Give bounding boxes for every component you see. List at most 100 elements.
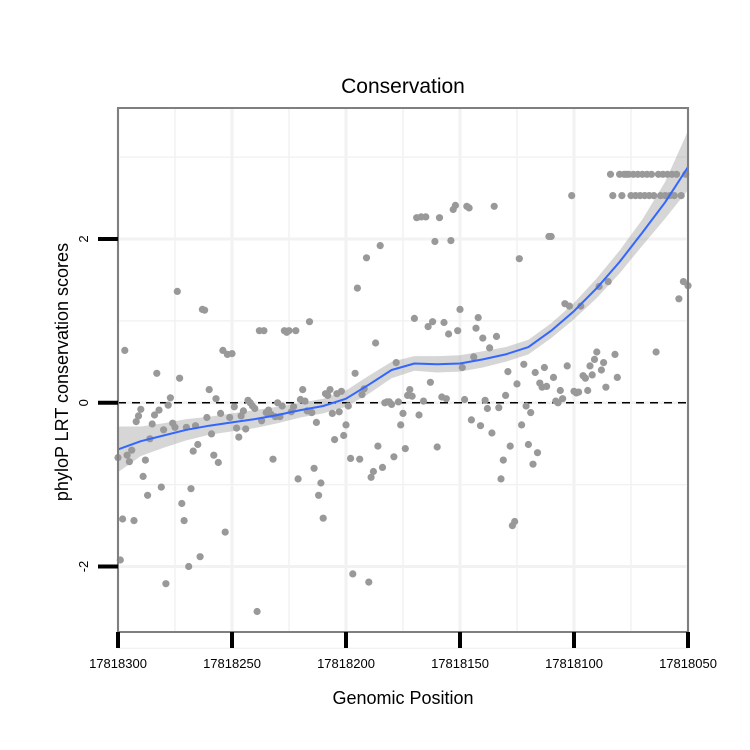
data-point <box>394 398 402 406</box>
data-point <box>305 318 314 326</box>
data-point <box>290 403 298 411</box>
y-axis: -2 0 2 <box>76 235 118 572</box>
data-point <box>647 170 656 178</box>
data-point <box>467 416 475 424</box>
data-point <box>372 339 380 347</box>
data-point <box>328 409 336 417</box>
data-point <box>335 408 343 416</box>
data-point <box>141 456 149 464</box>
data-point <box>150 411 159 419</box>
data-point <box>529 460 537 468</box>
data-point <box>390 453 398 461</box>
data-point <box>139 472 147 480</box>
y-tick-label: 0 <box>76 399 91 406</box>
data-point <box>547 232 555 241</box>
x-tick-label: 17818150 <box>431 656 489 671</box>
data-point <box>203 413 211 422</box>
data-point <box>422 213 430 221</box>
data-point <box>442 395 450 403</box>
data-point <box>148 420 156 428</box>
data-point <box>132 418 140 426</box>
data-point <box>652 348 660 356</box>
data-point <box>260 327 268 335</box>
y-tick-label: 2 <box>76 235 91 242</box>
x-tick-label: 17818050 <box>659 656 717 671</box>
data-point <box>173 287 181 295</box>
data-point <box>600 359 608 367</box>
data-point <box>415 411 423 419</box>
data-point <box>315 491 323 499</box>
data-point <box>502 391 510 399</box>
data-point <box>210 451 218 459</box>
data-point <box>178 499 186 508</box>
data-point <box>207 430 216 438</box>
data-point <box>155 406 163 414</box>
data-point <box>201 306 209 314</box>
data-point <box>611 350 619 358</box>
data-point <box>679 278 688 286</box>
data-point <box>362 254 371 262</box>
data-point <box>269 455 277 463</box>
data-point <box>424 323 432 331</box>
data-point <box>527 409 535 417</box>
data-point <box>137 405 145 413</box>
data-point <box>344 402 352 410</box>
data-point <box>586 362 594 370</box>
data-point <box>301 397 309 405</box>
data-point <box>479 334 487 342</box>
data-point <box>465 204 473 212</box>
data-point <box>458 363 466 372</box>
data-point <box>228 350 236 358</box>
data-point <box>121 346 129 354</box>
data-point <box>230 403 238 411</box>
data-point <box>125 458 133 466</box>
y-axis-title: phyloP LRT conservation scores <box>52 243 72 501</box>
data-point <box>522 402 530 410</box>
data-point <box>369 467 377 476</box>
data-point <box>180 517 188 525</box>
confidence-band-group <box>118 130 688 473</box>
grid-lines <box>116 108 690 650</box>
data-point <box>597 366 606 374</box>
data-point <box>251 404 259 413</box>
data-point <box>488 429 496 437</box>
data-point <box>492 332 501 340</box>
data-point <box>367 473 375 481</box>
x-tick-label: 17818100 <box>545 656 603 671</box>
data-point <box>392 359 400 367</box>
data-point <box>185 562 193 571</box>
data-point <box>194 440 202 449</box>
data-point <box>584 386 592 395</box>
y-tick-label: -2 <box>76 561 91 573</box>
data-point <box>556 386 564 395</box>
data-point <box>575 388 583 396</box>
data-point <box>470 353 478 361</box>
data-point <box>543 382 551 390</box>
x-tick-label: 17818200 <box>317 656 375 671</box>
data-point <box>388 400 396 408</box>
data-point <box>565 302 574 310</box>
data-point <box>160 426 168 434</box>
data-point <box>499 456 507 464</box>
data-point <box>520 360 528 368</box>
data-point <box>518 421 526 429</box>
data-point <box>673 170 681 178</box>
data-point <box>533 449 542 457</box>
data-point <box>677 192 685 200</box>
data-point <box>144 491 152 499</box>
data-point <box>408 392 416 400</box>
data-point <box>205 386 213 394</box>
x-tick-label: 17818300 <box>89 656 147 671</box>
data-point <box>531 368 539 377</box>
data-point <box>554 399 562 407</box>
data-point <box>119 515 127 523</box>
data-point <box>472 324 480 332</box>
data-point <box>476 422 485 430</box>
data-point <box>324 391 332 399</box>
data-point <box>604 278 612 286</box>
data-point <box>675 295 683 303</box>
data-point <box>376 242 384 250</box>
data-point <box>374 442 382 450</box>
data-point <box>650 192 658 200</box>
data-point <box>606 170 615 178</box>
